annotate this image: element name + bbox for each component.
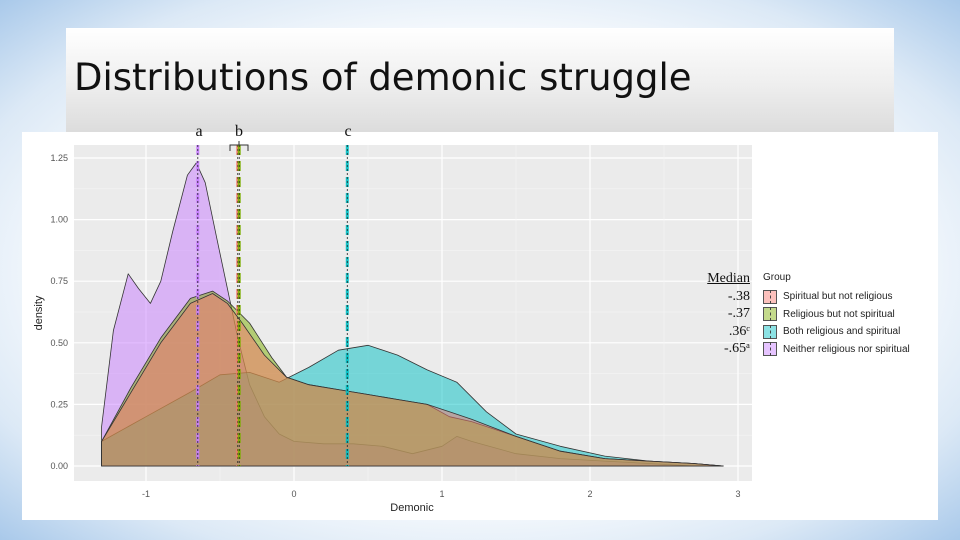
y-tick-label: 1.25 <box>50 153 68 163</box>
x-tick-label: 2 <box>587 489 592 499</box>
legend-item: Neither religious nor spiritual <box>763 341 910 359</box>
legend-title: Group <box>763 272 791 283</box>
legend-key-neither <box>763 342 777 357</box>
median-value-2: -.37 <box>727 306 750 321</box>
legend-label-neither: Neither religious nor spiritual <box>783 343 910 355</box>
legend-item: Spiritual but not religious <box>763 288 910 306</box>
x-axis-title: Demonic <box>390 502 434 514</box>
title-band <box>66 28 894 132</box>
legend-label-religious: Religious but not spiritual <box>783 308 895 320</box>
median-value-4: -.65ᵃ <box>724 341 750 356</box>
legend-key-both <box>763 324 777 339</box>
y-tick-label: 0.75 <box>50 276 68 286</box>
y-tick-label: 0.25 <box>50 399 68 409</box>
y-tick-label: 0.50 <box>50 338 68 348</box>
annotation-letter-c: c <box>344 123 351 140</box>
median-value-3: .36ᶜ <box>728 323 750 339</box>
legend-item: Religious but not spiritual <box>763 306 910 324</box>
x-tick-label: 1 <box>439 489 444 499</box>
legend-key-spiritual <box>763 289 777 304</box>
y-tick-label: 1.00 <box>50 215 68 225</box>
median-value-1: -.38 <box>727 288 750 304</box>
legend: Group Spiritual but not religious Religi… <box>763 272 910 358</box>
legend-item: Both religious and spiritual <box>763 323 910 341</box>
y-tick-label: 0.00 <box>50 461 68 471</box>
x-tick-label: 0 <box>291 489 296 499</box>
y-axis-title: density <box>33 295 45 330</box>
legend-key-religious <box>763 307 777 322</box>
median-box: Median -.38 -.37 .36ᶜ -.65ᵃ <box>690 270 750 358</box>
legend-label-spiritual: Spiritual but not religious <box>783 291 893 303</box>
slide-title: Distributions of demonic struggle <box>74 56 692 99</box>
x-tick-label: -1 <box>142 489 150 499</box>
legend-label-both: Both religious and spiritual <box>783 326 901 338</box>
density-area-spiritual-but-not-religious <box>101 293 724 467</box>
median-header: Median <box>707 271 750 286</box>
x-tick-label: 3 <box>735 489 740 499</box>
annotation-letter-a: a <box>195 123 202 140</box>
annotation-letter-b: b <box>235 123 243 140</box>
